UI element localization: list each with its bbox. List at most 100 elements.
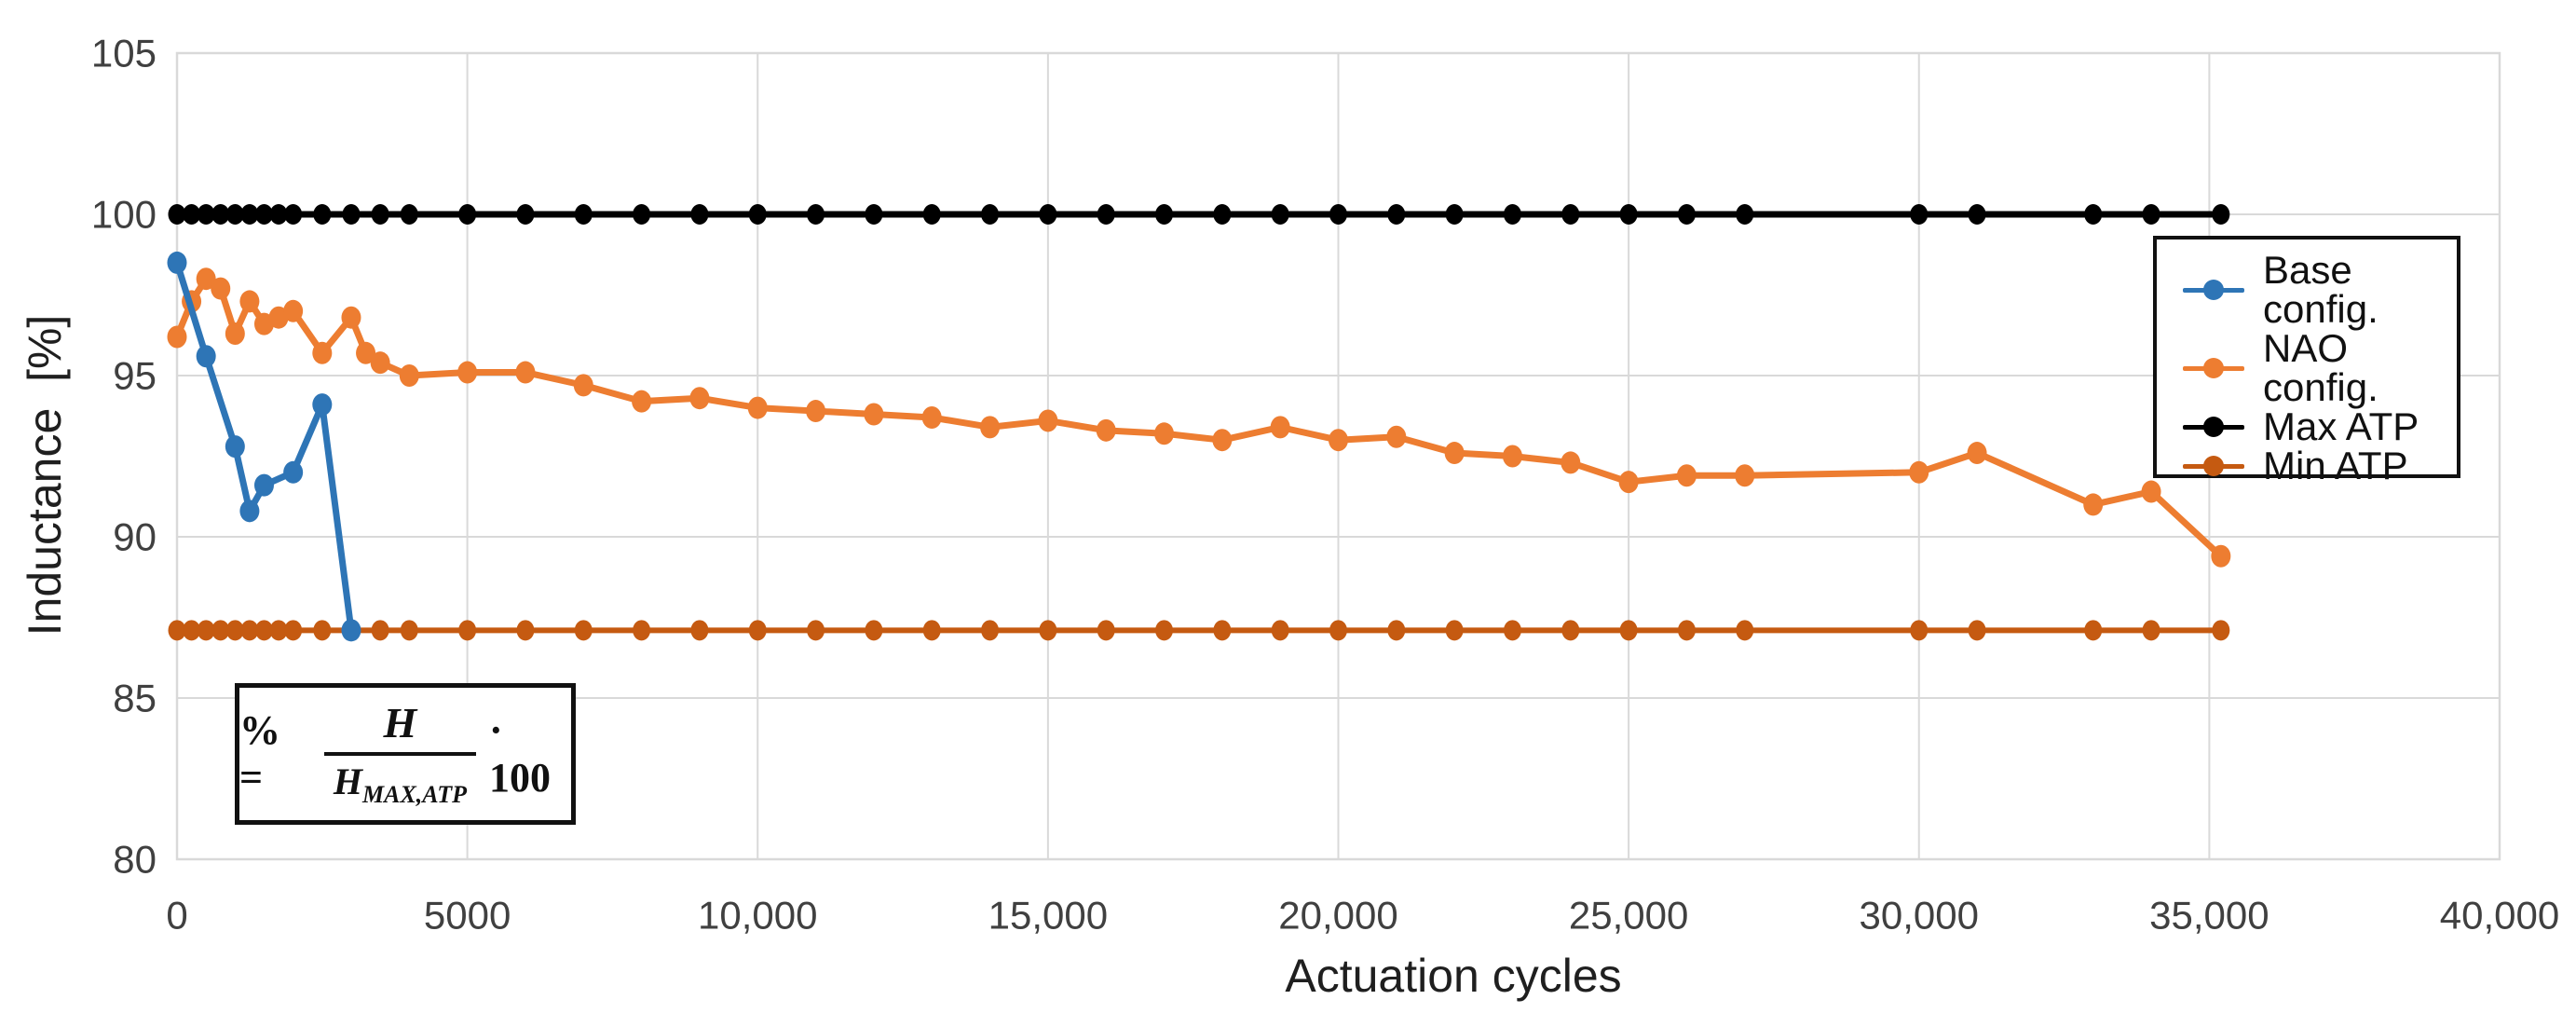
- series-max-atp-point: [1329, 204, 1347, 225]
- series-max-atp-point: [1736, 204, 1754, 225]
- series-nao-config-point: [1561, 451, 1581, 474]
- series-max-atp-point: [1213, 204, 1232, 225]
- series-nao-config-point: [1618, 471, 1639, 494]
- series-nao-config-point: [1212, 429, 1233, 452]
- series-max-atp-point: [1968, 204, 1986, 225]
- series-base-config-point: [283, 460, 304, 484]
- x-tick-label: 20,000: [1278, 894, 1397, 938]
- series-min-atp-point: [865, 620, 883, 641]
- series-max-atp-point: [1155, 204, 1174, 225]
- series-nao-config-point: [1676, 464, 1697, 487]
- formula-lhs: % =: [239, 707, 280, 801]
- series-min-atp-point: [1445, 620, 1464, 641]
- series-nao-config-point: [573, 374, 593, 397]
- series-nao-config-point: [2141, 480, 2161, 503]
- series-nao-config-point: [1386, 425, 1407, 448]
- y-tick-label: 95: [113, 354, 157, 398]
- series-min-atp-point: [197, 620, 215, 641]
- y-tick-label: 100: [91, 193, 157, 237]
- series-nao-config-point: [1270, 416, 1290, 439]
- series-nao-config-point: [747, 396, 768, 419]
- legend-label-nao-config: NAO config.: [2263, 326, 2378, 409]
- series-nao-config-point: [356, 341, 376, 364]
- series-min-atp-point: [1213, 620, 1232, 641]
- series-max-atp-point: [197, 204, 215, 225]
- series-min-atp-point: [225, 620, 244, 641]
- series-max-atp-point: [1271, 204, 1289, 225]
- x-tick-label: 30,000: [1860, 894, 1979, 938]
- series-min-atp-point: [240, 620, 259, 641]
- series-nao-config-point: [196, 267, 216, 291]
- series-base-config-point: [196, 345, 216, 368]
- series-nao-config-point: [283, 299, 304, 322]
- series-min-atp-point: [1155, 620, 1174, 641]
- legend-item-nao-config: NAO config.: [2183, 329, 2447, 407]
- series-nao-config-point: [399, 364, 419, 387]
- series-max-atp-point: [458, 204, 477, 225]
- series-max-atp-point: [254, 204, 273, 225]
- series-nao-config-point: [167, 325, 187, 349]
- legend-marker-max-atp: [2183, 416, 2244, 438]
- legend-item-base-config: Base config.: [2183, 251, 2447, 329]
- series-nao-config-point: [211, 277, 231, 300]
- series-max-atp-point: [240, 204, 259, 225]
- x-tick-label: 0: [166, 894, 187, 938]
- series-base-config-point: [341, 619, 361, 642]
- y-axis-title: Inductance [%]: [19, 314, 71, 637]
- series-max-atp-point: [1561, 204, 1580, 225]
- series-max-atp-point: [1677, 204, 1696, 225]
- series-nao-config-point: [225, 322, 245, 346]
- series-min-atp-point: [1387, 620, 1406, 641]
- formula-multiplier: · 100: [488, 707, 551, 801]
- series-base-config-point: [239, 500, 260, 523]
- x-tick-label: 5000: [424, 894, 511, 938]
- series-min-atp-point: [574, 620, 593, 641]
- series-min-atp-point: [2212, 620, 2230, 641]
- legend-marker-min-atp: [2183, 455, 2244, 477]
- series-max-atp-point: [211, 204, 230, 225]
- series-min-atp-point: [183, 620, 201, 641]
- series-nao-config-point: [341, 306, 361, 329]
- formula-denominator: HMAX,ATP: [323, 751, 476, 807]
- series-nao-config-line: [173, 275, 2225, 560]
- series-max-atp-point: [183, 204, 201, 225]
- series-max-atp-point: [400, 204, 418, 225]
- legend-label-max-atp: Max ATP: [2263, 404, 2419, 448]
- x-tick-label: 40,000: [2440, 894, 2559, 938]
- series-max-atp-point: [1445, 204, 1464, 225]
- x-tick-label: 15,000: [988, 894, 1108, 938]
- series-min-atp-point: [211, 620, 230, 641]
- series-min-atp-point: [371, 620, 389, 641]
- plot-border: [175, 51, 2501, 861]
- series-min-atp-point: [922, 620, 941, 641]
- series-nao-config-point: [312, 341, 333, 364]
- series-max-atp-point: [1097, 204, 1115, 225]
- series-min-atp-point: [1097, 620, 1115, 641]
- series-nao-config-point: [921, 405, 942, 429]
- series-base-config-point: [167, 251, 187, 274]
- series-nao-config-point: [457, 361, 478, 384]
- series-base-config-point: [225, 435, 245, 459]
- series-min-atp-point: [168, 620, 186, 641]
- y-tick-label: 105: [91, 32, 157, 75]
- series-min-atp-point: [254, 620, 273, 641]
- series-min-atp-point: [1329, 620, 1347, 641]
- series-nao-config-point: [2211, 544, 2231, 568]
- y-tick-label: 90: [113, 515, 157, 559]
- series-nao-config-point: [864, 403, 884, 426]
- series-max-atp-point: [269, 204, 288, 225]
- series-max-atp-point: [981, 204, 1000, 225]
- series-max-atp-point: [225, 204, 244, 225]
- series-min-atp-point: [2084, 620, 2103, 641]
- legend-marker-nao-config: [2183, 357, 2244, 379]
- x-tick-label: 25,000: [1569, 894, 1688, 938]
- series-max-atp-point: [633, 204, 651, 225]
- series-min-atp-point: [807, 620, 825, 641]
- series-min-atp-point: [1677, 620, 1696, 641]
- legend-item-max-atp: Max ATP: [2183, 407, 2447, 446]
- series-min-atp-point: [1503, 620, 1521, 641]
- series-nao-config-point: [370, 351, 390, 375]
- series-max-atp-point: [922, 204, 941, 225]
- series-max-atp-point: [284, 204, 303, 225]
